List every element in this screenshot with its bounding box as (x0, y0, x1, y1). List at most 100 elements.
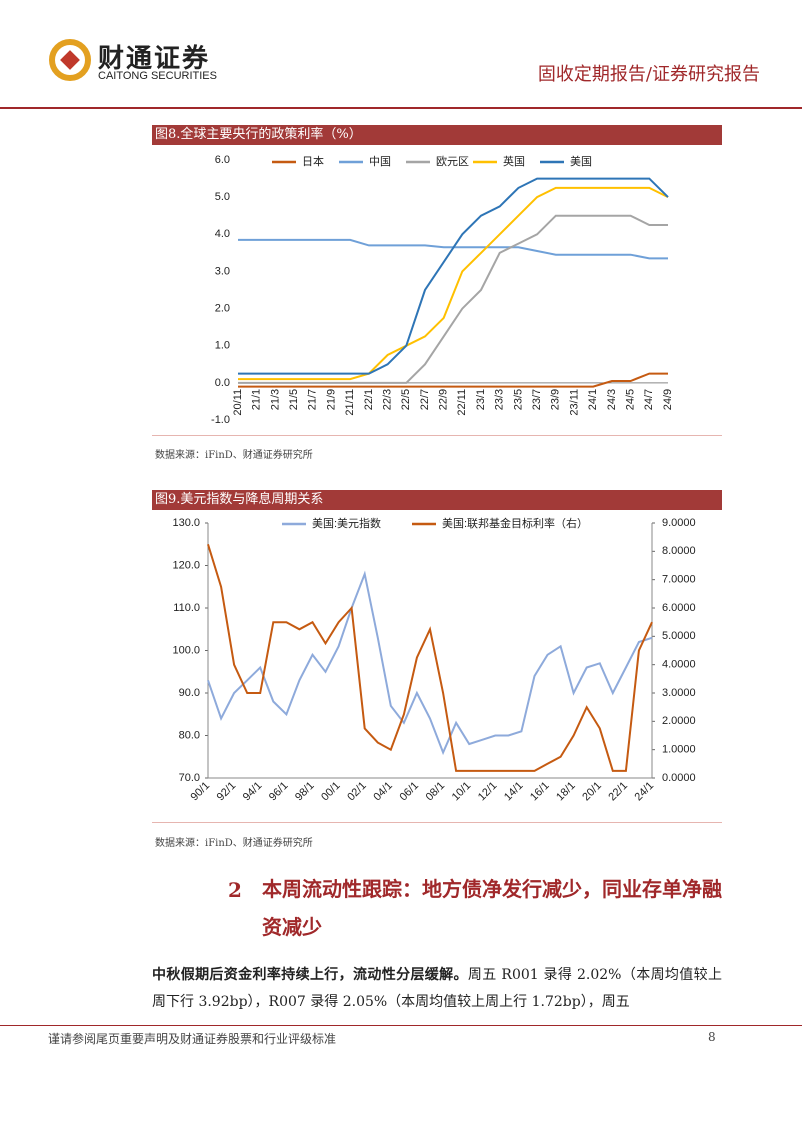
legend-label: 日本 (302, 154, 324, 168)
y-tick-label: 4.0 (215, 228, 230, 240)
y2-tick-label: 6.0000 (662, 602, 696, 614)
x-tick-label: 21/9 (325, 389, 337, 410)
x-tick-label: 23/9 (550, 389, 562, 410)
source: 数据来源：iFinD、财通证券研究所 (155, 450, 313, 461)
series-line (238, 372, 668, 388)
paragraph-lead: 中秋假期后资金利率持续上行，流动性分层缓解。 (152, 967, 468, 983)
paragraph: 中秋假期后资金利率持续上行，流动性分层缓解。周五 R001 录得 2.02%（本… (152, 962, 722, 1016)
x-tick-label: 21/1 (251, 389, 263, 410)
chart: -1.0 0.0 1.0 2.0 3.0 4.0 5.0 6.0 20/11 21/1 21/3 21… (211, 154, 674, 426)
company: 财通证券 (98, 44, 211, 74)
footer-rule (0, 1025, 802, 1026)
x-tick-label: 22/11 (456, 389, 468, 416)
legend-label: 中国 (369, 155, 391, 168)
x-tick-label: 22/1 (363, 389, 375, 410)
header-rule (0, 107, 802, 109)
x-tick-label: 02/1 (345, 780, 369, 804)
y2-tick-label: 8.0000 (662, 545, 696, 557)
y-tick-label: 2.0 (215, 302, 230, 314)
x-tick-label: 24/1 (633, 780, 657, 804)
y2-tick-label: 1.0000 (662, 744, 696, 756)
y2-tick-label: 3.0000 (662, 687, 696, 699)
x-tick-label: 23/7 (531, 389, 543, 410)
x-tick-label: 06/1 (397, 780, 421, 804)
y2-tick-label: 2.0000 (662, 715, 696, 727)
rule (152, 822, 722, 823)
x-tick-label: 16/1 (528, 780, 552, 804)
series-line (238, 177, 669, 375)
series-line (238, 214, 668, 384)
x-tick-label: 22/1 (606, 780, 630, 804)
x-tick-label: 21/5 (288, 389, 300, 410)
series-line (207, 570, 653, 756)
y-tick-label: 100.0 (172, 644, 200, 656)
x-tick-label: 23/5 (512, 389, 524, 410)
y-tick-label: 130.0 (172, 517, 200, 529)
series-line (207, 544, 653, 772)
x-tick-label: 98/1 (293, 780, 317, 804)
paragraph-text: 周五 R001 录得 2.02%（本周均值较上周下行 3.92bp），R007 … (152, 967, 722, 1010)
disclaimer: 谨请参阅尾页重要声明及财通证券股票和行业评级标准 (48, 1032, 337, 1046)
x-tick-label: 20/11 (232, 389, 244, 416)
logo (49, 39, 91, 81)
report-type: 固收定期报告/证券研究报告 (537, 64, 760, 85)
x-tick-label: 94/1 (241, 780, 265, 804)
y2-tick-label: 9.0000 (662, 517, 696, 529)
x-tick-label: 08/1 (424, 780, 448, 804)
y-tick-label: 5.0 (215, 191, 230, 203)
x-tick-label: 24/3 (606, 389, 618, 410)
y-tick-label: 110.0 (173, 602, 200, 614)
legend-label: 美国 (570, 155, 592, 168)
y2-tick-label: 4.0000 (662, 659, 696, 671)
x-tick-label: 22/7 (419, 389, 431, 410)
legend-label: 美国:美元指数 (312, 516, 381, 530)
x-tick-label: 04/1 (371, 780, 395, 804)
x-tick-label: 00/1 (319, 780, 343, 804)
source: 数据来源：iFinD、财通证券研究所 (155, 838, 313, 849)
x-tick-label: 92/1 (215, 780, 239, 804)
x-tick-label: 12/1 (476, 780, 500, 804)
x-tick-label: 10/1 (450, 780, 474, 804)
x-tick-label: 21/11 (344, 389, 356, 416)
x-tick-label: 24/5 (625, 389, 637, 410)
y2-tick-label: 5.0000 (662, 630, 696, 642)
section-number: 2 (228, 878, 242, 902)
x-tick-label: 23/1 (475, 389, 487, 410)
y-tick-label: 6.0 (215, 154, 230, 166)
company-en: CAITONG SECURITIES (98, 70, 217, 82)
y-tick-label: 70.0 (179, 772, 200, 784)
figure-title: 图8.全球主要央行的政策利率（%） (152, 125, 722, 145)
y-tick-label: 3.0 (215, 265, 230, 277)
x-tick-label: 23/3 (494, 389, 506, 410)
y-tick-label: -1.0 (211, 414, 230, 426)
x-tick-label: 24/9 (662, 389, 674, 410)
figure-title: 图9.美元指数与降息周期关系 (152, 490, 722, 510)
y-tick-label: 0.0 (215, 377, 230, 389)
x-tick-label: 23/11 (568, 389, 580, 416)
page-number: 8 (708, 1030, 716, 1044)
y-tick-label: 90.0 (179, 687, 200, 699)
y2-tick-label: 0.0000 (662, 772, 696, 784)
legend-label: 欧元区 (436, 155, 469, 168)
section-title: 本周流动性跟踪：地方债净发行减少，同业存单净融资减少 (262, 877, 722, 939)
x-tick-label: 21/3 (269, 389, 281, 410)
x-tick-label: 14/1 (502, 780, 526, 804)
chart: 70.0 80.0 90.0 100.0 110.0 120.0 130.0 0.0000 1.… (172, 516, 696, 804)
x-tick-label: 22/3 (381, 389, 393, 410)
x-tick-label: 22/9 (438, 389, 450, 410)
legend-label: 美国:联邦基金目标利率（右） (442, 516, 588, 530)
y-tick-label: 80.0 (179, 729, 200, 741)
x-tick-label: 24/1 (587, 389, 599, 410)
y-tick-label: 1.0 (215, 340, 230, 352)
x-tick-label: 24/7 (643, 389, 655, 410)
rule (152, 435, 722, 436)
x-tick-label: 96/1 (267, 780, 291, 804)
series-line (238, 186, 669, 381)
x-tick-label: 18/1 (554, 780, 578, 804)
legend-label: 英国 (503, 154, 525, 168)
y-tick-label: 120.0 (172, 559, 200, 571)
x-tick-label: 22/5 (400, 389, 412, 410)
x-tick-label: 20/1 (580, 780, 604, 804)
x-tick-label: 21/7 (307, 389, 319, 410)
